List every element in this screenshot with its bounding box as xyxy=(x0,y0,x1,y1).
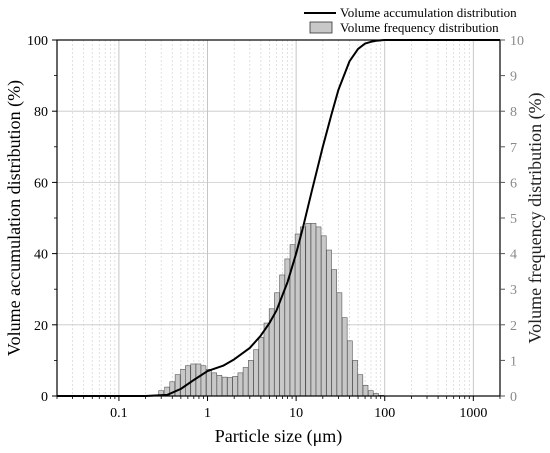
x-tick-label: 1 xyxy=(204,406,211,421)
frequency-bar xyxy=(357,374,364,397)
accumulation-line xyxy=(57,39,500,397)
frequency-bar xyxy=(294,233,301,397)
frequency-bar xyxy=(242,367,249,397)
frequency-bar xyxy=(185,365,191,397)
x-tick-label: 1000 xyxy=(459,406,487,421)
frequency-bar xyxy=(221,376,228,397)
y-axis-right-title: Volume frequency distribution (%) xyxy=(525,92,546,343)
y-right-tick-label: 6 xyxy=(510,176,517,191)
accumulation-line-group xyxy=(57,39,500,397)
legend-bar-label: Volume frequency distribution xyxy=(340,20,499,35)
y-right-tick-label: 10 xyxy=(510,34,524,49)
frequency-bar xyxy=(347,340,353,397)
frequency-bar xyxy=(227,377,233,397)
frequency-bar xyxy=(216,375,223,397)
frequency-bar xyxy=(300,226,306,397)
legend: Volume accumulation distribution Volume … xyxy=(304,5,517,35)
y-right-tick-label: 3 xyxy=(510,283,517,298)
frequency-bar xyxy=(331,269,337,397)
frequency-bar xyxy=(232,376,238,397)
y-axis-left-title: Volume accumulation distribution (%) xyxy=(4,80,25,356)
frequency-bar xyxy=(211,372,218,397)
legend-line-label: Volume accumulation distribution xyxy=(340,5,517,20)
frequency-bar xyxy=(237,372,244,397)
y-left-tick-label: 80 xyxy=(34,105,48,120)
grid-lines xyxy=(56,40,501,396)
frequency-bar xyxy=(315,226,322,397)
frequency-bars xyxy=(158,223,384,397)
frequency-bar xyxy=(263,322,270,397)
x-axis-title: Particle size (μm) xyxy=(215,426,343,447)
frequency-bar xyxy=(326,249,332,397)
frequency-bar xyxy=(367,390,374,397)
frequency-bar xyxy=(206,368,212,397)
frequency-bar xyxy=(362,385,369,397)
frequency-bar xyxy=(174,374,181,397)
legend-bar-swatch xyxy=(309,21,333,34)
y-left-tick-label: 100 xyxy=(27,34,48,49)
x-tick-label: 100 xyxy=(374,406,395,421)
y-right-tick-label: 4 xyxy=(510,248,517,263)
y-right-tick-label: 5 xyxy=(510,212,517,227)
y-right-tick-label: 2 xyxy=(510,319,517,334)
frequency-bar xyxy=(341,317,348,397)
frequency-bar xyxy=(253,349,259,397)
y-right-tick-label: 9 xyxy=(510,70,517,85)
frequency-bar xyxy=(320,235,327,397)
y-right-tick-label: 0 xyxy=(510,390,517,405)
x-tick-label: 0.1 xyxy=(110,406,128,421)
y-left-tick-label: 60 xyxy=(34,176,48,191)
y-right-tick-label: 8 xyxy=(510,105,517,120)
frequency-bar xyxy=(310,223,317,397)
frequency-bar xyxy=(258,336,265,397)
frequency-bar xyxy=(352,360,358,397)
y-right-tick-label: 7 xyxy=(510,141,517,156)
y-left-tick-label: 20 xyxy=(34,319,48,334)
frequency-bar xyxy=(195,363,202,397)
y-left-tick-label: 0 xyxy=(41,390,48,405)
y-right-tick-label: 1 xyxy=(510,354,517,369)
frequency-bar xyxy=(336,292,343,397)
y-left-tick-label: 40 xyxy=(34,248,48,263)
frequency-bar xyxy=(248,360,254,397)
frequency-bar xyxy=(305,223,312,397)
frequency-bar xyxy=(180,368,186,397)
x-tick-label: 10 xyxy=(289,406,303,421)
frequency-bar xyxy=(200,365,207,397)
